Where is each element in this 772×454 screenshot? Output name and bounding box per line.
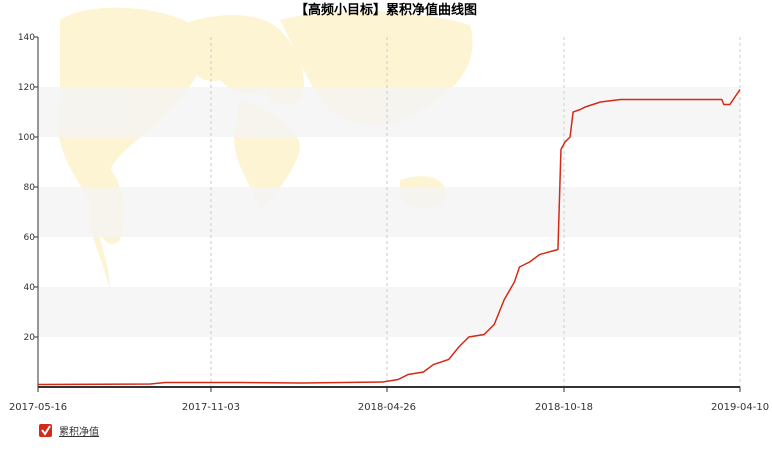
y-tick-label: 40 bbox=[24, 283, 36, 293]
grid: 20 40 60 80 100 120 140 2017-05-16 2017-11-03 201… bbox=[9, 33, 769, 413]
legend-label[interactable]: 累积净值 bbox=[59, 425, 99, 438]
world-map-background bbox=[57, 7, 473, 290]
plot bbox=[37, 89, 741, 386]
y-tick-label: 60 bbox=[24, 233, 36, 243]
x-tick-label: 2019-04-10 bbox=[711, 402, 769, 413]
x-tick-label: 2018-04-26 bbox=[358, 402, 416, 413]
y-tick-label: 100 bbox=[18, 133, 35, 143]
series-line bbox=[37, 89, 741, 386]
x-tick-label: 2017-05-16 bbox=[9, 402, 67, 413]
y-tick-label: 20 bbox=[24, 333, 36, 343]
y-tick-label: 140 bbox=[18, 33, 35, 43]
legend-check bbox=[41, 425, 51, 436]
chart-title: 【高频小目标】累积净值曲线图 bbox=[295, 2, 477, 18]
plot-band bbox=[38, 87, 740, 137]
plot-band bbox=[38, 187, 740, 237]
y-tick-label: 120 bbox=[18, 83, 35, 93]
x-tick-label: 2017-11-03 bbox=[182, 402, 240, 413]
plot-bands bbox=[38, 87, 740, 337]
plot-band bbox=[38, 287, 740, 337]
y-tick-label: 80 bbox=[24, 183, 36, 193]
legend[interactable]: 累积净值 bbox=[39, 424, 99, 438]
x-tick-label: 2018-10-18 bbox=[535, 402, 593, 413]
